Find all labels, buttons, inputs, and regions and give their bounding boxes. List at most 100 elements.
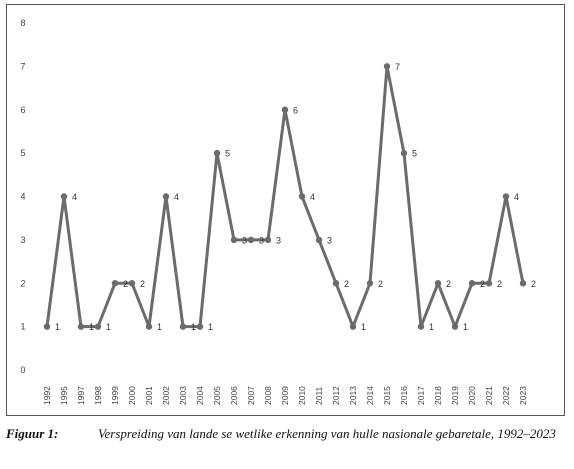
data-point — [485, 280, 493, 287]
x-tick-label: 2012 — [331, 386, 341, 405]
data-point — [179, 323, 187, 330]
data-label: 3 — [327, 235, 332, 245]
data-point — [145, 323, 153, 330]
data-points — [43, 63, 527, 330]
x-tick-label: 2010 — [297, 386, 307, 405]
caption-text: Verspreiding van lande se wetlike erkenn… — [98, 426, 556, 441]
x-tick-label: 1992 — [42, 386, 52, 405]
series-line — [45, 64, 525, 329]
caption-label: Figuur 1: — [6, 426, 59, 441]
x-tick-label: 2005 — [212, 386, 222, 405]
x-tick-label: 2015 — [382, 386, 392, 405]
x-tick-label: 2003 — [178, 386, 188, 405]
data-label: 5 — [412, 149, 417, 159]
data-label: 2 — [344, 279, 349, 289]
x-tick-label: 1999 — [110, 386, 120, 405]
data-label: 1 — [89, 322, 94, 332]
x-tick-label: 1998 — [93, 386, 103, 405]
x-tick-label: 2000 — [127, 386, 137, 405]
x-tick-label: 1995 — [59, 386, 69, 405]
data-label: 3 — [242, 235, 247, 245]
data-label: 2 — [446, 279, 451, 289]
data-label: 5 — [225, 149, 230, 159]
data-label: 1 — [157, 322, 162, 332]
x-tick-label: 2011 — [314, 386, 324, 405]
data-label: 2 — [531, 279, 536, 289]
x-tick-label: 1997 — [76, 386, 86, 405]
x-tick-label: 2020 — [467, 386, 477, 405]
data-label: 3 — [259, 235, 264, 245]
x-tick-label: 2008 — [263, 386, 273, 405]
data-point — [60, 193, 68, 200]
y-tick-label: 5 — [20, 148, 25, 158]
x-axis: 1992 1995 1997 1998 1999 2000 2001 2002 2003 2004… — [42, 386, 528, 405]
data-label: 2 — [123, 279, 128, 289]
data-point — [230, 236, 238, 244]
data-label: 1 — [191, 322, 196, 332]
data-label: 1 — [106, 322, 111, 332]
y-tick-label: 4 — [20, 192, 25, 202]
data-point — [162, 193, 170, 200]
data-labels: 1 4 1 1 2 2 1 4 1 1 5 3 3 3 6 4 3 2 1 2 7 5 1 2 1 2 2 4 2 — [55, 62, 536, 332]
data-label: 1 — [429, 322, 434, 332]
data-point — [383, 63, 391, 70]
y-tick-label: 0 — [20, 365, 25, 375]
data-point — [468, 280, 476, 287]
data-point — [332, 280, 340, 287]
data-label: 1 — [463, 322, 468, 332]
data-label: 2 — [480, 279, 485, 289]
data-label: 4 — [72, 192, 77, 202]
data-point — [213, 149, 221, 157]
y-tick-label: 7 — [20, 61, 25, 71]
x-tick-label: 2017 — [416, 386, 426, 405]
x-tick-label: 2004 — [195, 386, 205, 405]
data-point — [417, 323, 425, 330]
x-tick-label: 2022 — [501, 386, 511, 405]
data-point — [196, 323, 204, 330]
data-label: 4 — [174, 192, 179, 202]
y-tick-label: 2 — [20, 278, 25, 288]
x-tick-label: 2001 — [144, 386, 154, 405]
data-point — [247, 236, 255, 244]
x-tick-label: 2002 — [161, 386, 171, 405]
data-label: 1 — [361, 322, 366, 332]
data-label: 4 — [514, 192, 519, 202]
data-point — [366, 280, 374, 287]
data-point — [400, 149, 408, 157]
x-tick-label: 2014 — [365, 386, 375, 405]
data-point — [43, 323, 51, 330]
data-point — [349, 323, 357, 330]
data-label: 6 — [293, 105, 298, 115]
y-tick-label: 1 — [20, 322, 25, 332]
y-axis: 0 1 2 3 4 5 6 7 8 — [20, 18, 25, 375]
x-tick-label: 2016 — [399, 386, 409, 405]
data-label: 2 — [140, 279, 145, 289]
y-tick-label: 6 — [20, 105, 25, 115]
x-tick-label: 2009 — [280, 386, 290, 405]
y-tick-label: 8 — [20, 18, 25, 28]
data-point — [434, 280, 442, 287]
x-tick-label: 2006 — [229, 386, 239, 405]
x-tick-label: 2013 — [348, 386, 358, 405]
x-tick-label: 2021 — [484, 386, 494, 405]
data-point — [451, 323, 459, 330]
data-label: 4 — [310, 192, 315, 202]
data-point — [298, 193, 306, 200]
data-point — [315, 236, 323, 244]
data-point — [77, 323, 85, 330]
data-point — [519, 280, 527, 287]
data-point — [94, 323, 102, 330]
x-tick-label: 2007 — [246, 386, 256, 405]
data-point — [502, 193, 510, 200]
x-tick-label: 2018 — [433, 386, 443, 405]
data-label: 2 — [378, 279, 383, 289]
data-label: 1 — [55, 322, 60, 332]
data-point — [264, 236, 272, 244]
x-tick-label: 2023 — [518, 386, 528, 405]
x-tick-label: 2019 — [450, 386, 460, 405]
data-point — [281, 106, 289, 113]
data-label: 2 — [497, 279, 502, 289]
y-tick-label: 3 — [20, 235, 25, 245]
